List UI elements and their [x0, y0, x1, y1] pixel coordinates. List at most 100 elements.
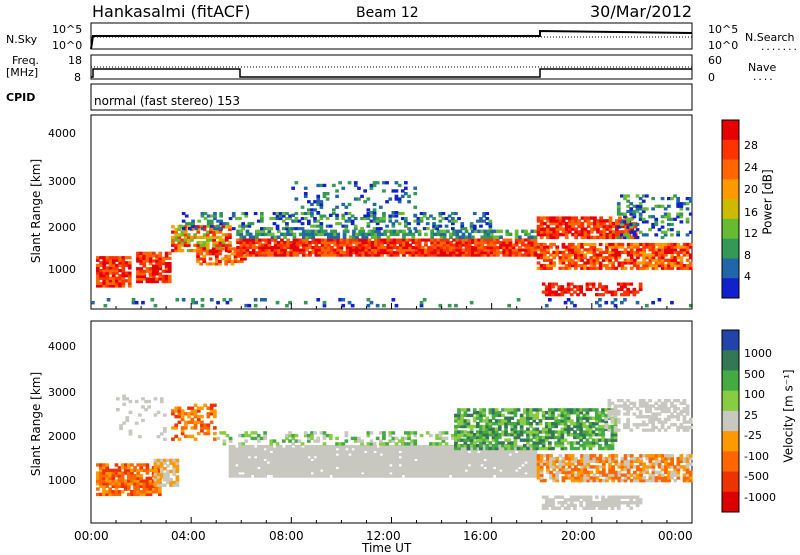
velocity-cell-219 — [157, 473, 161, 476]
power-cell-1288 — [269, 227, 273, 230]
power-cell-616 — [330, 246, 334, 249]
power-cell-2317 — [654, 233, 658, 236]
power-cell-1390 — [382, 217, 386, 220]
power-cell-526 — [286, 251, 290, 254]
velocity-cell-2023 — [570, 419, 574, 422]
velocity-cell-2130 — [601, 419, 605, 422]
power-cell-1202 — [496, 236, 500, 240]
power-cell-193 — [158, 252, 162, 255]
power-cell-287 — [200, 236, 204, 239]
power-cell-2194 — [582, 293, 586, 296]
velocity-cell-1548 — [376, 437, 380, 440]
power-cell-1235 — [201, 227, 205, 230]
power-cell-1104 — [336, 233, 340, 237]
power-cell-2444 — [623, 298, 627, 302]
power-cell-12 — [99, 282, 103, 285]
velocity-cell-330 — [203, 423, 207, 426]
power-cell-1328 — [307, 220, 311, 223]
power-cell-1052 — [255, 230, 259, 234]
power-cell-1562 — [413, 214, 417, 217]
velocity-cell-242 — [166, 470, 170, 473]
power-cell-2345 — [670, 223, 674, 226]
velocity-cell-891 — [376, 448, 380, 451]
power-cell-244 — [181, 249, 185, 252]
velocity-cell-1479 — [251, 437, 255, 440]
power-cell-1285 — [260, 212, 264, 215]
power-cell-2183 — [570, 293, 574, 296]
velocity-cell-2193 — [543, 479, 547, 482]
power-cell-2418 — [382, 304, 386, 308]
velocity-cell-2099 — [592, 422, 596, 425]
power-cell-804 — [421, 246, 425, 249]
velocity-cell-2129 — [601, 425, 605, 428]
power-cell-869 — [452, 244, 456, 247]
power-cell-570 — [308, 251, 312, 254]
velocity-cell-2069 — [582, 408, 586, 411]
velocity-cell-1958 — [551, 422, 555, 425]
power-cell-19 — [99, 256, 103, 259]
power-cell-1534 — [373, 203, 377, 206]
power-cell-2166 — [551, 283, 555, 286]
velocity-cell-2066 — [582, 422, 586, 425]
velocity-cell-343 — [210, 404, 214, 407]
power-cell-1569 — [537, 225, 541, 228]
power-cell-2395 — [229, 298, 233, 302]
velocity-cell-1570 — [404, 437, 408, 440]
power-cell-1168 — [443, 230, 447, 234]
power-cell-2429 — [517, 298, 521, 302]
velocity-cell-331 — [203, 404, 207, 407]
power-cell-2151 — [689, 243, 693, 246]
power-cell-1204 — [499, 236, 503, 240]
power-cell-1478 — [295, 181, 299, 184]
power-cell-353 — [228, 233, 232, 236]
velocity-cell-1642 — [457, 430, 461, 433]
velocity-cell-315 — [194, 404, 198, 407]
power-cell-2389 — [201, 304, 205, 308]
power-cell-1433 — [439, 225, 443, 228]
velocity-cell-1989 — [561, 428, 565, 431]
power-cell-138 — [142, 270, 146, 273]
power-cell-2330 — [661, 197, 665, 200]
velocity-cell-277 — [174, 407, 178, 410]
power-cell-391 — [221, 247, 225, 250]
velocity-cell-1915 — [539, 436, 543, 439]
power-cell-1214 — [524, 233, 528, 237]
velocity-cell-2373 — [614, 454, 618, 457]
power-cell-119 — [136, 267, 140, 270]
power-cell-2326 — [661, 226, 665, 229]
power-cell-158 — [149, 267, 153, 270]
power-cell-1341 — [320, 222, 324, 225]
velocity-cell-2133 — [601, 408, 605, 411]
power-cell-1696 — [599, 230, 603, 233]
power-cell-1977 — [624, 267, 628, 270]
power-cell-1017 — [524, 239, 528, 242]
power-cell-1307 — [285, 222, 289, 225]
power-cell-286 — [200, 241, 204, 244]
power-cell-2425 — [448, 304, 452, 308]
power-cell-1511 — [338, 181, 342, 184]
power-cell-1810 — [552, 261, 556, 264]
velocity-cell-1881 — [529, 430, 533, 433]
power-cell-75 — [115, 256, 119, 259]
velocity-cell-222 — [157, 459, 161, 462]
velocity-cell-1956 — [551, 430, 555, 433]
power-cell-1912 — [593, 243, 597, 246]
power-cell-1068 — [286, 233, 290, 237]
power-cell-2309 — [645, 194, 649, 197]
power-cell-1438 — [442, 212, 446, 215]
power-cell-1207 — [505, 230, 509, 234]
velocity-cell-777 — [345, 445, 349, 448]
power-cell-1528 — [367, 197, 371, 200]
velocity-cell-271 — [171, 409, 175, 412]
velocity-cell-1744 — [489, 441, 493, 444]
power-cell-1477 — [295, 197, 299, 200]
power-cell-395 — [224, 255, 228, 258]
power-cell-224 — [171, 236, 175, 239]
velocity-cell-1471 — [238, 442, 242, 445]
power-cell-1040 — [236, 230, 240, 234]
power-cell-1247 — [210, 215, 214, 218]
power-cell-1503 — [326, 192, 330, 195]
velocity-cell-1536 — [354, 437, 358, 440]
velocity-cell-1475 — [244, 439, 248, 442]
velocity-cell-2019 — [570, 441, 574, 444]
